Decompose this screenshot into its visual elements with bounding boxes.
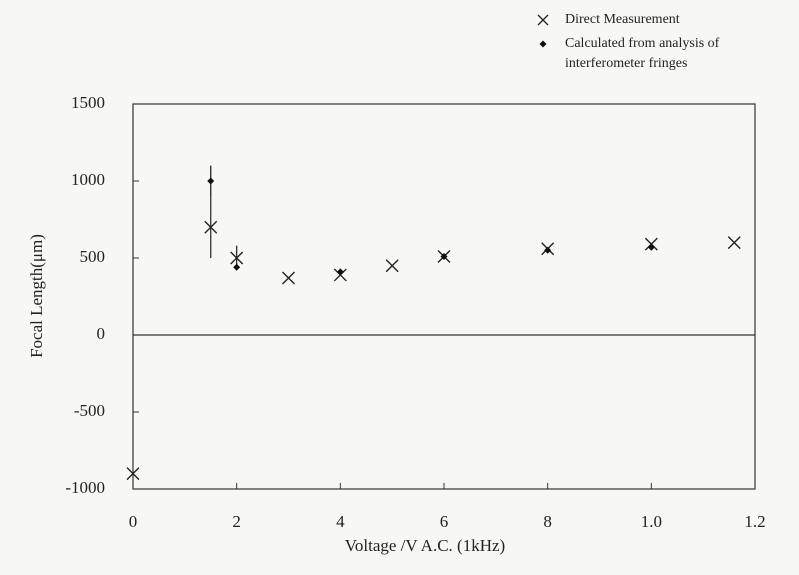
point [282, 271, 295, 285]
x-tick-label: 1.2 [744, 512, 765, 531]
x-tick-label: 0 [129, 512, 138, 531]
legend-marker [537, 14, 549, 26]
y-tick-label: 500 [80, 247, 106, 266]
legend-label: Direct Measurement [565, 12, 680, 27]
point [385, 259, 399, 273]
x-tick-label: 1.0 [641, 512, 662, 531]
legend-symbol [539, 40, 547, 48]
legend-entry: Calculated from analysis of interferomet… [535, 34, 740, 74]
y-tick-label: 1500 [71, 93, 105, 112]
point [126, 467, 140, 481]
y-tick-label: 0 [97, 324, 106, 343]
point [207, 177, 215, 185]
point [204, 220, 218, 234]
legend-symbol [537, 14, 549, 26]
legend: Direct Measurement Calculated from analys… [535, 10, 740, 78]
point [233, 263, 241, 271]
x-tick-label: 8 [543, 512, 552, 531]
point [440, 252, 448, 260]
y-tick-label: -500 [74, 401, 105, 420]
x-tick-label: 2 [232, 512, 241, 531]
point [544, 246, 552, 254]
y-axis-label: Focal Length(μm) [27, 234, 46, 358]
y-tick-label: -1000 [65, 478, 105, 497]
point [336, 268, 344, 276]
x-axis-label: Voltage /V A.C. (1kHz) [345, 536, 505, 555]
y-tick-label: 1000 [71, 170, 105, 189]
legend-marker [539, 40, 547, 48]
legend-label: Calculated from analysis of interferomet… [565, 36, 720, 71]
point [727, 236, 741, 250]
x-tick-label: 6 [440, 512, 449, 531]
x-tick-label: 4 [336, 512, 345, 531]
legend-entry: Direct Measurement [535, 10, 740, 30]
point [230, 251, 244, 265]
point [647, 243, 655, 251]
